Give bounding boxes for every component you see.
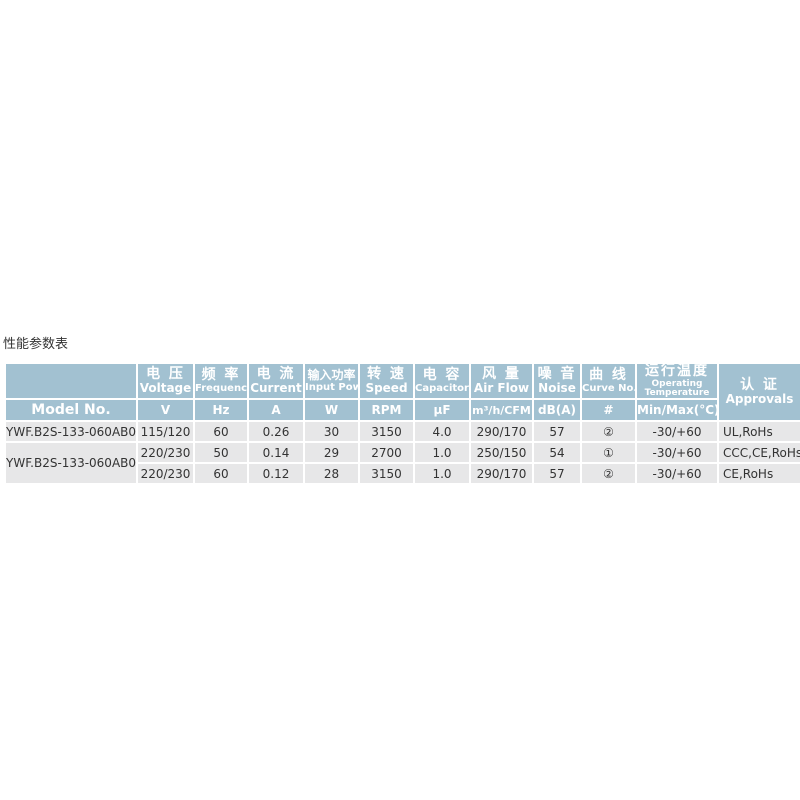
frequency-cell: 60 xyxy=(193,420,249,443)
voltage-cell: 220/230 xyxy=(136,441,195,464)
noise-cell: 54 xyxy=(532,441,582,464)
header-noise: 噪 音 Noise xyxy=(532,362,582,400)
noise-cell: 57 xyxy=(532,462,582,485)
temperature-cell: -30/+60 xyxy=(635,420,719,443)
current-cell: 0.26 xyxy=(247,420,305,443)
header-approvals: 认 证 Approvals xyxy=(717,362,800,422)
air-flow-cell: 290/170 xyxy=(469,462,534,485)
unit-frequency: Hz xyxy=(193,398,249,422)
approvals-cell: UL,RoHs xyxy=(717,420,800,443)
approvals-cell: CCC,CE,RoHs xyxy=(717,441,800,464)
curve-cell: ② xyxy=(580,420,637,443)
unit-temperature: Min/Max(°C) xyxy=(635,398,719,422)
table-row: 220/230 60 0.12 28 3150 1.0 290/170 57 ②… xyxy=(5,462,800,485)
current-cell: 0.14 xyxy=(247,441,305,464)
temperature-cell: -30/+60 xyxy=(635,462,719,485)
frequency-cell: 60 xyxy=(193,462,249,485)
header-voltage: 电 压 Voltage xyxy=(136,362,195,400)
header-model: Model No. xyxy=(4,398,138,422)
unit-speed: RPM xyxy=(358,398,415,422)
voltage-cell: 115/120 xyxy=(136,420,195,443)
table-row: YWF.B2S-133-060AB00 220/230 50 0.14 29 2… xyxy=(4,441,800,485)
noise-cell: 57 xyxy=(532,420,582,443)
capacitor-cell: 1.0 xyxy=(413,441,471,464)
speed-cell: 2700 xyxy=(358,441,415,464)
header-current: 电 流 Current xyxy=(247,362,305,400)
unit-voltage: V xyxy=(136,398,195,422)
header-blank xyxy=(4,362,138,400)
current-cell: 0.12 xyxy=(247,462,305,485)
header-curve: 曲 线 Curve No. xyxy=(580,362,637,400)
header-temperature: 运行温度 Operating Temperature xyxy=(635,362,719,400)
header-frequency: 频 率 Frequency xyxy=(193,362,249,400)
header-air-flow: 风 量 Air Flow xyxy=(469,362,534,400)
unit-power: W xyxy=(303,398,360,422)
approvals-cell: CE,RoHs xyxy=(717,462,800,485)
frequency-cell: 50 xyxy=(193,441,249,464)
performance-table: 电 压 Voltage 频 率 Frequency 电 流 Current 输入功率 I… xyxy=(4,362,800,485)
unit-curve: # xyxy=(580,398,637,422)
model-cell: YWF.B2S-133-060AB00 xyxy=(4,441,138,485)
curve-cell: ② xyxy=(580,462,637,485)
power-cell: 28 xyxy=(303,462,360,485)
power-cell: 29 xyxy=(303,441,360,464)
air-flow-cell: 250/150 xyxy=(469,441,534,464)
unit-air-flow: m³/h/CFM xyxy=(469,398,534,422)
speed-cell: 3150 xyxy=(358,462,415,485)
voltage-cell: 220/230 xyxy=(136,462,195,485)
model-cell: YWF.B2S-133-060AB0A xyxy=(4,420,138,443)
header-capacitor: 电 容 Capacitor xyxy=(413,362,471,400)
capacitor-cell: 1.0 xyxy=(413,462,471,485)
temperature-cell: -30/+60 xyxy=(635,441,719,464)
unit-noise: dB(A) xyxy=(532,398,582,422)
air-flow-cell: 290/170 xyxy=(469,420,534,443)
curve-cell: ① xyxy=(580,441,637,464)
capacitor-cell: 4.0 xyxy=(413,420,471,443)
power-cell: 30 xyxy=(303,420,360,443)
header-speed: 转 速 Speed xyxy=(358,362,415,400)
speed-cell: 3150 xyxy=(358,420,415,443)
unit-capacitor: μF xyxy=(413,398,471,422)
page-title: 性能参数表 xyxy=(3,337,69,352)
table-row: YWF.B2S-133-060AB0A 115/120 60 0.26 30 3… xyxy=(4,420,800,443)
unit-current: A xyxy=(247,398,305,422)
